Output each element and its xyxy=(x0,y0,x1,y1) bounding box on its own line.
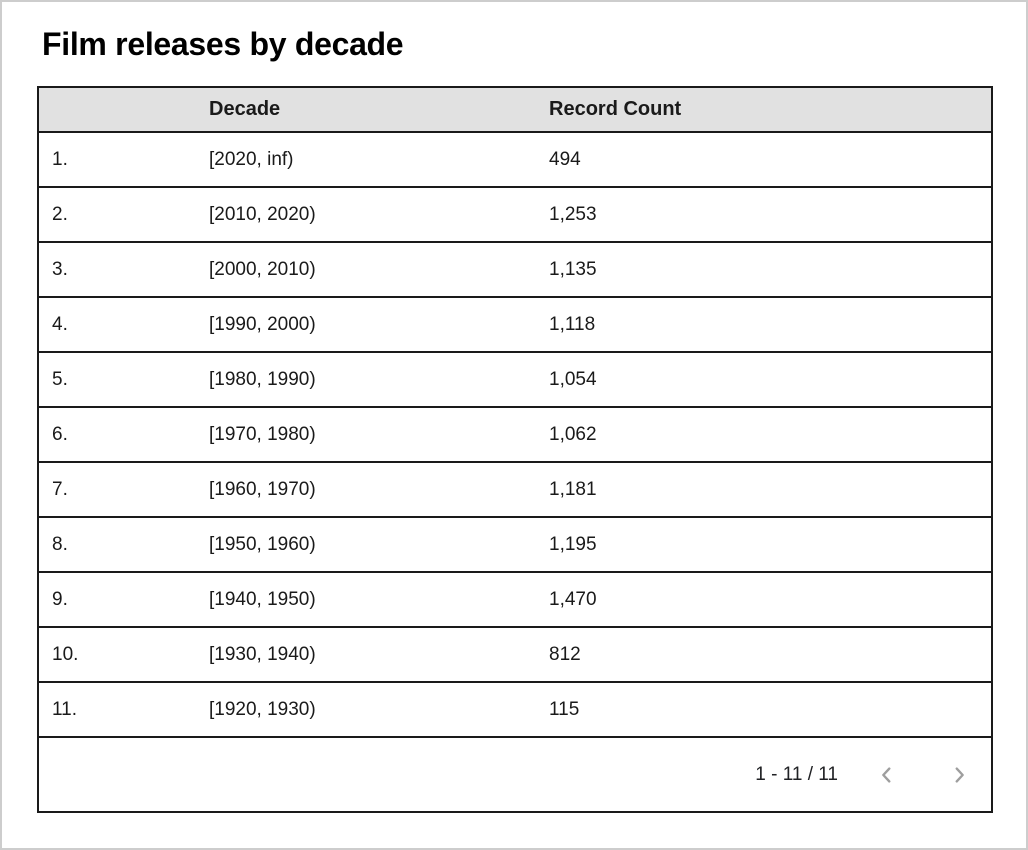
decade-cell: [1950, 1960) xyxy=(209,533,316,555)
record-count-cell: 812 xyxy=(549,643,581,665)
decade-cell: [1930, 1940) xyxy=(209,643,316,665)
table-row: 8. [1950, 1960) 1,195 xyxy=(39,518,991,573)
table-row: 10. [1930, 1940) 812 xyxy=(39,628,991,683)
table-row: 3. [2000, 2010) 1,135 xyxy=(39,243,991,298)
header-cell-decade[interactable]: Decade xyxy=(209,98,281,120)
table-row: 5. [1980, 1990) 1,054 xyxy=(39,353,991,408)
table-row: 4. [1990, 2000) 1,118 xyxy=(39,298,991,353)
header-cell-record-count[interactable]: Record Count xyxy=(549,98,682,120)
previous-page-button[interactable] xyxy=(869,757,905,793)
row-index-cell: 9. xyxy=(52,588,68,610)
decade-cell: [1990, 2000) xyxy=(209,313,316,335)
row-index-cell: 3. xyxy=(52,258,68,280)
table-row: 1. [2020, inf) 494 xyxy=(39,133,991,188)
decade-cell: [2020, inf) xyxy=(209,148,294,170)
record-count-cell: 1,253 xyxy=(549,203,597,225)
record-count-cell: 1,195 xyxy=(549,533,597,555)
pagination-bar: 1 - 11 / 11 xyxy=(39,738,991,811)
record-count-cell: 1,181 xyxy=(549,478,597,500)
row-index-cell: 11. xyxy=(52,698,78,720)
row-index-cell: 2. xyxy=(52,203,68,225)
decade-cell: [1920, 1930) xyxy=(209,698,316,720)
decade-cell: [1940, 1950) xyxy=(209,588,316,610)
record-count-cell: 1,118 xyxy=(549,313,596,335)
decade-cell: [2000, 2010) xyxy=(209,258,316,280)
decade-cell: [1980, 1990) xyxy=(209,368,316,390)
page-title: Film releases by decade xyxy=(42,26,404,62)
table-row: 2. [2010, 2020) 1,253 xyxy=(39,188,991,243)
table-row: 11. [1920, 1930) 115 xyxy=(39,683,991,738)
decade-cell: [1970, 1980) xyxy=(209,423,316,445)
table-body: 1. [2020, inf) 494 2. [2010, 2020) 1,253… xyxy=(39,133,991,738)
row-index-cell: 4. xyxy=(52,313,68,335)
record-count-cell: 1,470 xyxy=(549,588,597,610)
table-header-row: Decade Record Count xyxy=(39,88,991,133)
row-index-cell: 10. xyxy=(52,643,79,665)
row-index-cell: 8. xyxy=(52,533,68,555)
row-index-cell: 1. xyxy=(52,148,68,170)
table-row: 7. [1960, 1970) 1,181 xyxy=(39,463,991,518)
table-row: 6. [1970, 1980) 1,062 xyxy=(39,408,991,463)
data-table: Decade Record Count 1. [2020, inf) 494 2… xyxy=(37,86,993,813)
record-count-cell: 1,054 xyxy=(549,368,597,390)
row-index-cell: 7. xyxy=(52,478,68,500)
decade-cell: [1960, 1970) xyxy=(209,478,316,500)
chevron-left-icon xyxy=(882,766,891,783)
chevron-right-icon xyxy=(955,766,964,783)
table-row: 9. [1940, 1950) 1,470 xyxy=(39,573,991,628)
record-count-cell: 115 xyxy=(549,698,580,720)
decade-cell: [2010, 2020) xyxy=(209,203,316,225)
row-index-cell: 5. xyxy=(52,368,68,390)
pagination-range-label: 1 - 11 / 11 xyxy=(755,763,838,785)
record-count-cell: 1,135 xyxy=(549,258,597,280)
record-count-cell: 1,062 xyxy=(549,423,597,445)
next-page-button[interactable] xyxy=(941,757,977,793)
record-count-cell: 494 xyxy=(549,148,581,170)
row-index-cell: 6. xyxy=(52,423,68,445)
